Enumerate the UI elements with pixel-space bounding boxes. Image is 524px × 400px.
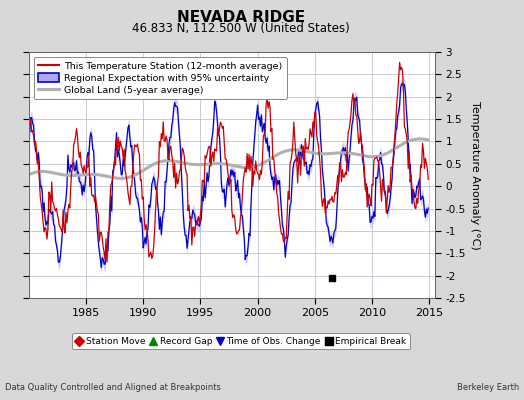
Text: NEVADA RIDGE: NEVADA RIDGE [177, 10, 305, 25]
Y-axis label: Temperature Anomaly (°C): Temperature Anomaly (°C) [470, 101, 480, 249]
Legend: This Temperature Station (12-month average), Regional Expectation with 95% uncer: This Temperature Station (12-month avera… [34, 57, 287, 99]
Text: Berkeley Earth: Berkeley Earth [456, 383, 519, 392]
Legend: Station Move, Record Gap, Time of Obs. Change, Empirical Break: Station Move, Record Gap, Time of Obs. C… [72, 333, 410, 350]
Text: 46.833 N, 112.500 W (United States): 46.833 N, 112.500 W (United States) [132, 22, 350, 35]
Text: Data Quality Controlled and Aligned at Breakpoints: Data Quality Controlled and Aligned at B… [5, 383, 221, 392]
